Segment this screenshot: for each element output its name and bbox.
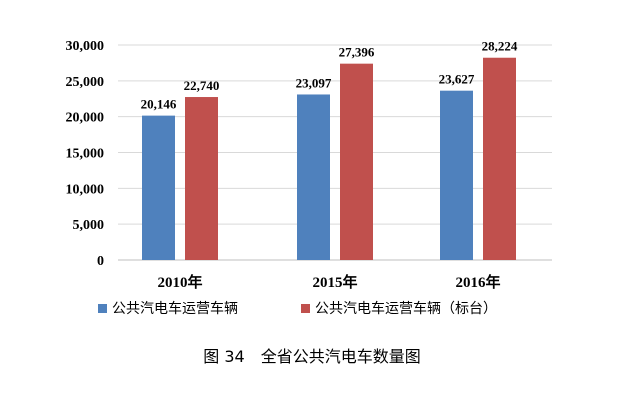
legend-swatch [98,304,107,313]
x-axis-categories: 2010年 2015年 2016年 [157,273,500,291]
bar-standard-units-1 [340,63,373,260]
bar-vehicles-1 [297,94,330,260]
legend-label: 公共汽电车运营车辆（标台） [315,300,497,317]
legend: 公共汽电车运营车辆 公共汽电车运营车辆（标台） [98,300,497,317]
data-labels: 20,146 22,740 23,097 27,396 23,627 28,224 [141,39,518,112]
data-label: 22,740 [184,78,220,93]
data-label: 28,224 [482,39,518,54]
y-tick-label: 5,000 [73,218,105,233]
y-tick-label: 15,000 [66,147,105,162]
x-category-label: 2015年 [312,273,357,291]
legend-label: 公共汽电车运营车辆 [112,300,238,317]
y-tick-label: 20,000 [66,111,105,126]
y-tick-label: 0 [97,254,104,269]
x-category-label: 2016年 [455,273,500,291]
y-tick-label: 25,000 [66,75,105,90]
bars [142,57,516,261]
data-label: 23,627 [439,72,475,87]
data-label: 27,396 [339,45,375,60]
x-category-label: 2010年 [157,273,202,291]
bar-vehicles-2 [440,90,473,261]
y-tick-label: 30,000 [66,39,105,54]
y-axis-ticks: 0 5,000 10,000 15,000 20,000 25,000 30,000 [66,39,105,269]
bar-vehicles-0 [142,115,175,260]
figure-caption: 图 34 全省公共汽电车数量图 [203,347,420,366]
data-label: 20,146 [141,97,177,112]
legend-swatch [301,304,310,313]
data-label: 23,097 [296,75,332,90]
y-tick-label: 10,000 [66,182,105,197]
bar-standard-units-2 [483,57,516,261]
bar-standard-units-0 [185,97,218,260]
